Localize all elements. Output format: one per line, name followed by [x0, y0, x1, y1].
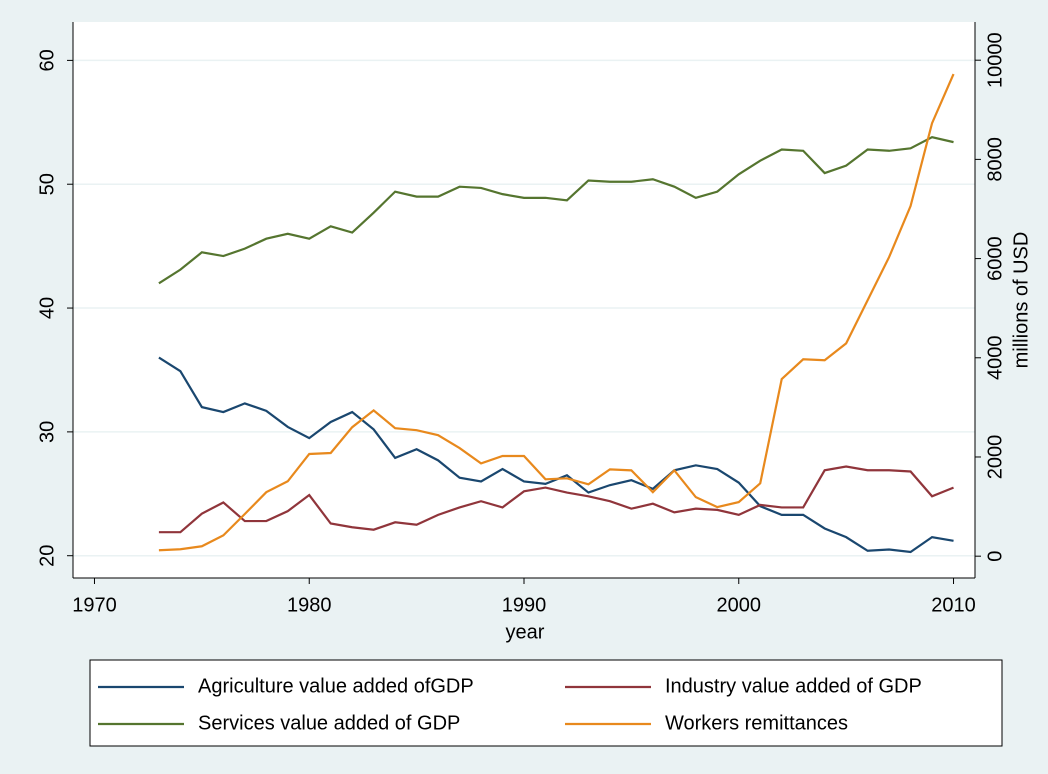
x-tick-label: 1970 [72, 594, 117, 616]
x-tick-label: 1980 [287, 594, 332, 616]
legend-box [89, 659, 1003, 747]
x-tick-label: 1990 [502, 594, 547, 616]
y2-tick-label: 10000 [984, 32, 1006, 88]
y-tick-label: 20 [36, 545, 58, 567]
y2-tick-label: 4000 [984, 336, 1006, 381]
series-line [158, 73, 955, 552]
plot-area [73, 22, 975, 578]
y-tick-label: 60 [36, 49, 58, 71]
y2-axis-title: millions of USD [1010, 232, 1032, 369]
y2-tick-label: 8000 [984, 137, 1006, 182]
series-line [158, 465, 954, 534]
y-tick-label: 40 [36, 297, 58, 319]
y2-tick-label: 2000 [984, 435, 1006, 480]
series-line [158, 136, 954, 285]
legend-label: Agriculture value added ofGDP [198, 675, 474, 697]
legend-label: Services value added of GDP [198, 712, 460, 734]
y2-tick-label: 0 [984, 551, 1006, 562]
legend-label: Workers remittances [665, 712, 848, 734]
y-tick-label: 30 [36, 421, 58, 443]
legend-label: Industry value added of GDP [665, 675, 922, 697]
x-tick-label: 2000 [717, 594, 762, 616]
y-tick-label: 50 [36, 173, 58, 195]
y2-tick-label: 6000 [984, 236, 1006, 281]
x-tick-label: 2010 [931, 594, 976, 616]
x-axis-title: year [506, 621, 545, 643]
